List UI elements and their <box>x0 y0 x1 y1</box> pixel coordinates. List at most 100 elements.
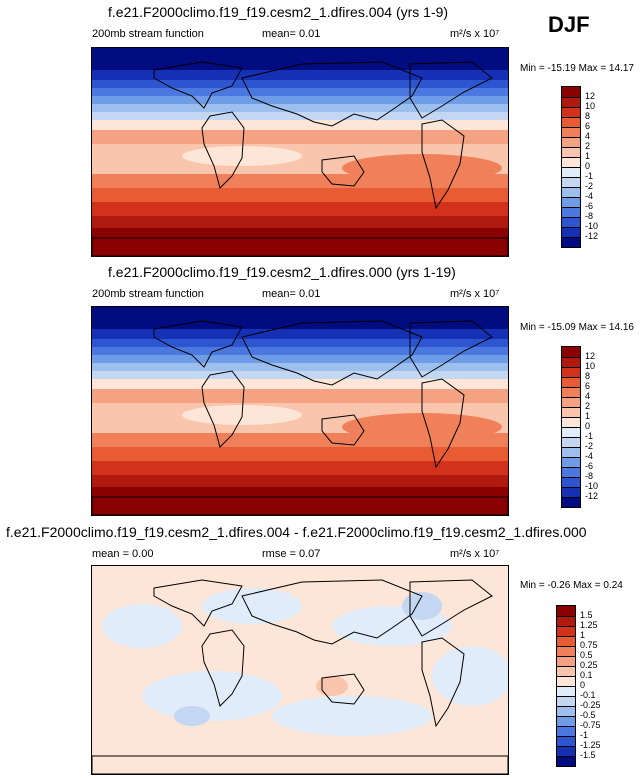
colorbar-tick-label: -2 <box>585 181 594 191</box>
colorbar-tick-label: 0 <box>585 421 591 431</box>
colorbar-tick-label: -1 <box>585 171 594 181</box>
panel2-map-svg <box>92 307 508 515</box>
panel1-title: f.e21.F2000climo.f19_f19.cesm2_1.dfires.… <box>108 4 449 20</box>
colorbar-tick-label: 6 <box>585 381 591 391</box>
colorbar-tick-label: -0.25 <box>580 700 601 710</box>
colorbar-tick-label: 4 <box>585 131 591 141</box>
colorbar-box <box>562 407 580 417</box>
colorbar-box <box>562 347 580 357</box>
colorbar-box <box>557 606 575 616</box>
colorbar-box <box>562 187 580 197</box>
colorbar-box <box>562 397 580 407</box>
colorbar-tick-label: -1.25 <box>580 740 601 750</box>
panel3-map-svg <box>92 566 508 774</box>
colorbar-box <box>562 427 580 437</box>
panel3-rmse-label: rmse = 0.07 <box>262 548 321 560</box>
colorbar-tick-label: 1.25 <box>580 620 598 630</box>
panel1-colorbar <box>561 86 581 248</box>
colorbar-tick-label: 10 <box>585 361 596 371</box>
colorbar-box <box>557 636 575 646</box>
colorbar-tick-label: 1.5 <box>580 610 593 620</box>
colorbar-tick-label: -1 <box>580 730 589 740</box>
colorbar-box <box>557 706 575 716</box>
colorbar-box <box>562 467 580 477</box>
colorbar-box <box>557 696 575 706</box>
colorbar-box <box>562 477 580 487</box>
colorbar-box <box>562 417 580 427</box>
panel2-minmax: Min = -15.09 Max = 14.16 <box>520 322 634 333</box>
colorbar-tick-label: -0.75 <box>580 720 601 730</box>
colorbar-tick-label: -0.5 <box>580 710 596 720</box>
panel1-mean-label: mean= 0.01 <box>262 28 321 40</box>
colorbar-box <box>562 497 580 507</box>
colorbar-box <box>557 736 575 746</box>
colorbar-box <box>562 457 580 467</box>
colorbar-tick-label: 6 <box>585 121 591 131</box>
panel3-minmax: Min = -0.26 Max = 0.24 <box>520 580 623 591</box>
colorbar-box <box>562 147 580 157</box>
colorbar-tick-label: -8 <box>585 471 594 481</box>
colorbar-tick-label: -1.5 <box>580 750 596 760</box>
colorbar-box <box>557 726 575 736</box>
colorbar-tick-label: -0.1 <box>580 690 596 700</box>
panel2-units-label: m²/s x 10⁷ <box>450 288 500 300</box>
colorbar-box <box>557 716 575 726</box>
panel2-mean-label: mean= 0.01 <box>262 288 321 300</box>
colorbar-tick-label: -12 <box>585 231 599 241</box>
colorbar-box <box>562 207 580 217</box>
colorbar-tick-label: -6 <box>585 461 594 471</box>
colorbar-tick-label: 1 <box>585 151 591 161</box>
colorbar-box <box>557 656 575 666</box>
colorbar-box <box>562 237 580 247</box>
colorbar-tick-label: 8 <box>585 371 591 381</box>
colorbar-box <box>562 107 580 117</box>
colorbar-tick-label: -2 <box>585 441 594 451</box>
colorbar-box <box>557 626 575 636</box>
colorbar-box <box>562 177 580 187</box>
colorbar-tick-label: 0 <box>585 161 591 171</box>
colorbar-tick-label: -10 <box>585 481 599 491</box>
panel3-mean-label: mean = 0.00 <box>92 548 154 560</box>
colorbar-box <box>562 87 580 97</box>
colorbar-tick-label: 0.1 <box>580 670 593 680</box>
panel1-map-svg <box>92 48 508 256</box>
colorbar-box <box>557 756 575 766</box>
panel2-colorbar <box>561 346 581 508</box>
colorbar-tick-label: -12 <box>585 491 599 501</box>
colorbar-box <box>562 157 580 167</box>
colorbar-box <box>562 487 580 497</box>
panel2-title: f.e21.F2000climo.f19_f19.cesm2_1.dfires.… <box>108 264 456 280</box>
colorbar-tick-label: 0.5 <box>580 650 593 660</box>
colorbar-tick-label: 1 <box>585 411 591 421</box>
colorbar-box <box>562 367 580 377</box>
colorbar-tick-label: 12 <box>585 91 596 101</box>
colorbar-tick-label: 0 <box>580 680 586 690</box>
colorbar-tick-label: -6 <box>585 201 594 211</box>
colorbar-box <box>562 127 580 137</box>
colorbar-tick-label: 0.75 <box>580 640 598 650</box>
colorbar-box <box>557 646 575 656</box>
colorbar-box <box>562 217 580 227</box>
colorbar-box <box>557 616 575 626</box>
colorbar-box <box>562 357 580 367</box>
panel1-units-label: m²/s x 10⁷ <box>450 28 500 40</box>
colorbar-box <box>562 167 580 177</box>
colorbar-box <box>557 676 575 686</box>
panel1-map <box>91 47 509 257</box>
panel2-variable-label: 200mb stream function <box>92 288 204 300</box>
panel3-colorbar <box>556 605 576 767</box>
colorbar-tick-label: 2 <box>585 401 591 411</box>
colorbar-box <box>562 97 580 107</box>
panel3-map <box>91 565 509 775</box>
panel2-map <box>91 306 509 516</box>
colorbar-box <box>557 666 575 676</box>
colorbar-tick-label: 0.25 <box>580 660 598 670</box>
colorbar-box <box>562 227 580 237</box>
season-label: DJF <box>548 12 590 37</box>
colorbar-tick-label: 12 <box>585 351 596 361</box>
colorbar-box <box>562 197 580 207</box>
colorbar-box <box>562 387 580 397</box>
colorbar-box <box>562 117 580 127</box>
panel3-title: f.e21.F2000climo.f19_f19.cesm2_1.dfires.… <box>6 524 587 540</box>
panel1-minmax: Min = -15.19 Max = 14.17 <box>520 63 634 74</box>
